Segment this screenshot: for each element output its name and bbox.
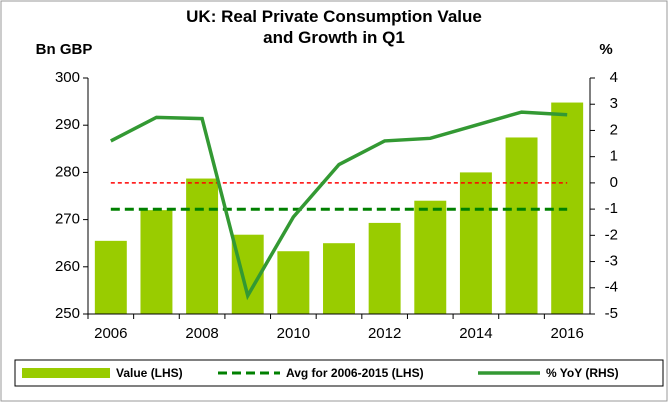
legend-label: Value (LHS) [116,366,183,380]
y-tick-label: 290 [55,116,80,133]
y-tick-label: 270 [55,211,80,228]
y-tick-label: 300 [55,69,80,86]
y2-tick-label: -4 [605,279,618,296]
x-tick-label: 2008 [185,325,218,342]
y-axis-label: Bn GBP [36,41,93,58]
bar [323,243,355,314]
y2-tick-label: 3 [610,95,618,112]
y2-axis-label: % [599,41,612,58]
x-tick-label: 2010 [277,325,310,342]
chart-title: UK: Real Private Consumption Value and G… [186,7,482,47]
bar [186,178,219,314]
bar [368,222,401,314]
y-tick-label: 280 [55,163,80,180]
legend-label: Avg for 2006-2015 (LHS) [286,366,424,380]
y2-tick-label: 1 [610,148,618,165]
y2-tick-label: -1 [605,200,618,217]
bar [414,200,447,314]
y-tick-label: 260 [55,258,80,275]
y-tick-label: 250 [55,305,80,322]
x-tick-label: 2016 [550,325,583,342]
yoy-line [110,110,568,301]
y2-tick-label: -3 [605,253,618,270]
x-tick-label: 2006 [94,325,127,342]
bar [94,240,127,314]
legend-box [14,359,664,387]
y2-tick-label: 4 [610,69,618,86]
y2-tick-label: -2 [605,226,618,243]
bar [277,251,310,314]
bar [140,210,173,314]
y2-tick-label: 2 [610,121,618,138]
x-tick-label: 2012 [368,325,401,342]
y2-tick-label: 0 [610,174,618,191]
bar [505,137,538,314]
x-tick-label: 2014 [459,325,492,342]
y2-tick-label: -5 [605,305,618,322]
bar [459,172,492,314]
legend-label: % YoY (RHS) [546,366,619,380]
legend-swatch [22,368,110,378]
